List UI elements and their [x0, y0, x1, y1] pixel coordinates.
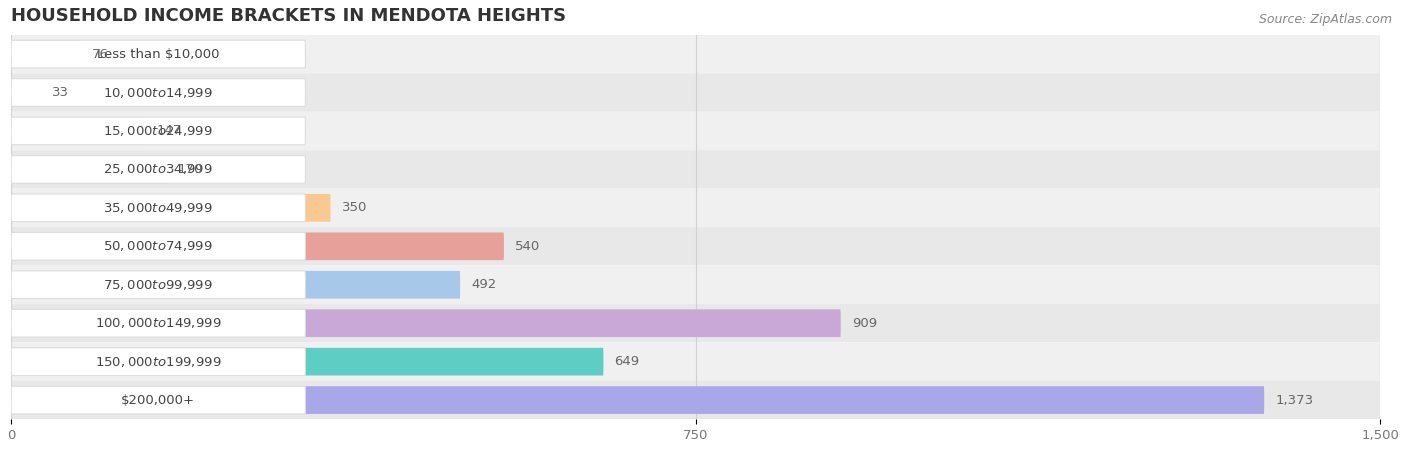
FancyBboxPatch shape — [11, 271, 460, 299]
FancyBboxPatch shape — [11, 348, 305, 375]
Text: 33: 33 — [52, 86, 69, 99]
FancyBboxPatch shape — [11, 155, 166, 183]
FancyBboxPatch shape — [11, 309, 305, 337]
FancyBboxPatch shape — [11, 309, 841, 337]
Text: HOUSEHOLD INCOME BRACKETS IN MENDOTA HEIGHTS: HOUSEHOLD INCOME BRACKETS IN MENDOTA HEI… — [11, 7, 567, 25]
FancyBboxPatch shape — [11, 304, 1381, 343]
FancyBboxPatch shape — [11, 35, 1381, 73]
FancyBboxPatch shape — [11, 194, 305, 222]
Text: 76: 76 — [91, 48, 108, 61]
Text: $10,000 to $14,999: $10,000 to $14,999 — [104, 85, 214, 100]
FancyBboxPatch shape — [11, 155, 305, 183]
FancyBboxPatch shape — [11, 227, 1381, 265]
Text: 170: 170 — [177, 163, 202, 176]
Text: 147: 147 — [156, 124, 181, 137]
FancyBboxPatch shape — [11, 194, 330, 222]
Text: $35,000 to $49,999: $35,000 to $49,999 — [104, 201, 214, 215]
FancyBboxPatch shape — [11, 150, 1381, 189]
Text: $25,000 to $34,999: $25,000 to $34,999 — [104, 163, 214, 176]
Text: 649: 649 — [614, 355, 640, 368]
FancyBboxPatch shape — [11, 265, 1381, 304]
Text: $200,000+: $200,000+ — [121, 394, 195, 407]
FancyBboxPatch shape — [11, 79, 305, 106]
FancyBboxPatch shape — [11, 73, 1381, 112]
Text: Source: ZipAtlas.com: Source: ZipAtlas.com — [1258, 13, 1392, 26]
FancyBboxPatch shape — [11, 343, 1381, 381]
Text: 492: 492 — [471, 278, 496, 291]
FancyBboxPatch shape — [11, 386, 1264, 414]
Text: $100,000 to $149,999: $100,000 to $149,999 — [96, 316, 222, 330]
FancyBboxPatch shape — [11, 79, 41, 106]
Text: $150,000 to $199,999: $150,000 to $199,999 — [96, 355, 222, 369]
Text: $75,000 to $99,999: $75,000 to $99,999 — [104, 278, 214, 292]
FancyBboxPatch shape — [11, 348, 603, 375]
Text: 1,373: 1,373 — [1275, 394, 1313, 407]
FancyBboxPatch shape — [11, 117, 145, 145]
FancyBboxPatch shape — [11, 40, 305, 68]
FancyBboxPatch shape — [11, 189, 1381, 227]
Text: $15,000 to $24,999: $15,000 to $24,999 — [104, 124, 214, 138]
Text: 540: 540 — [515, 240, 540, 253]
FancyBboxPatch shape — [11, 271, 305, 299]
Text: $50,000 to $74,999: $50,000 to $74,999 — [104, 239, 214, 253]
Text: Less than $10,000: Less than $10,000 — [97, 48, 219, 61]
FancyBboxPatch shape — [11, 40, 80, 68]
FancyBboxPatch shape — [11, 381, 1381, 419]
FancyBboxPatch shape — [11, 112, 1381, 150]
FancyBboxPatch shape — [11, 233, 503, 260]
FancyBboxPatch shape — [11, 233, 305, 260]
FancyBboxPatch shape — [11, 117, 305, 145]
Text: 350: 350 — [342, 201, 367, 214]
Text: 909: 909 — [852, 317, 877, 330]
FancyBboxPatch shape — [11, 386, 305, 414]
